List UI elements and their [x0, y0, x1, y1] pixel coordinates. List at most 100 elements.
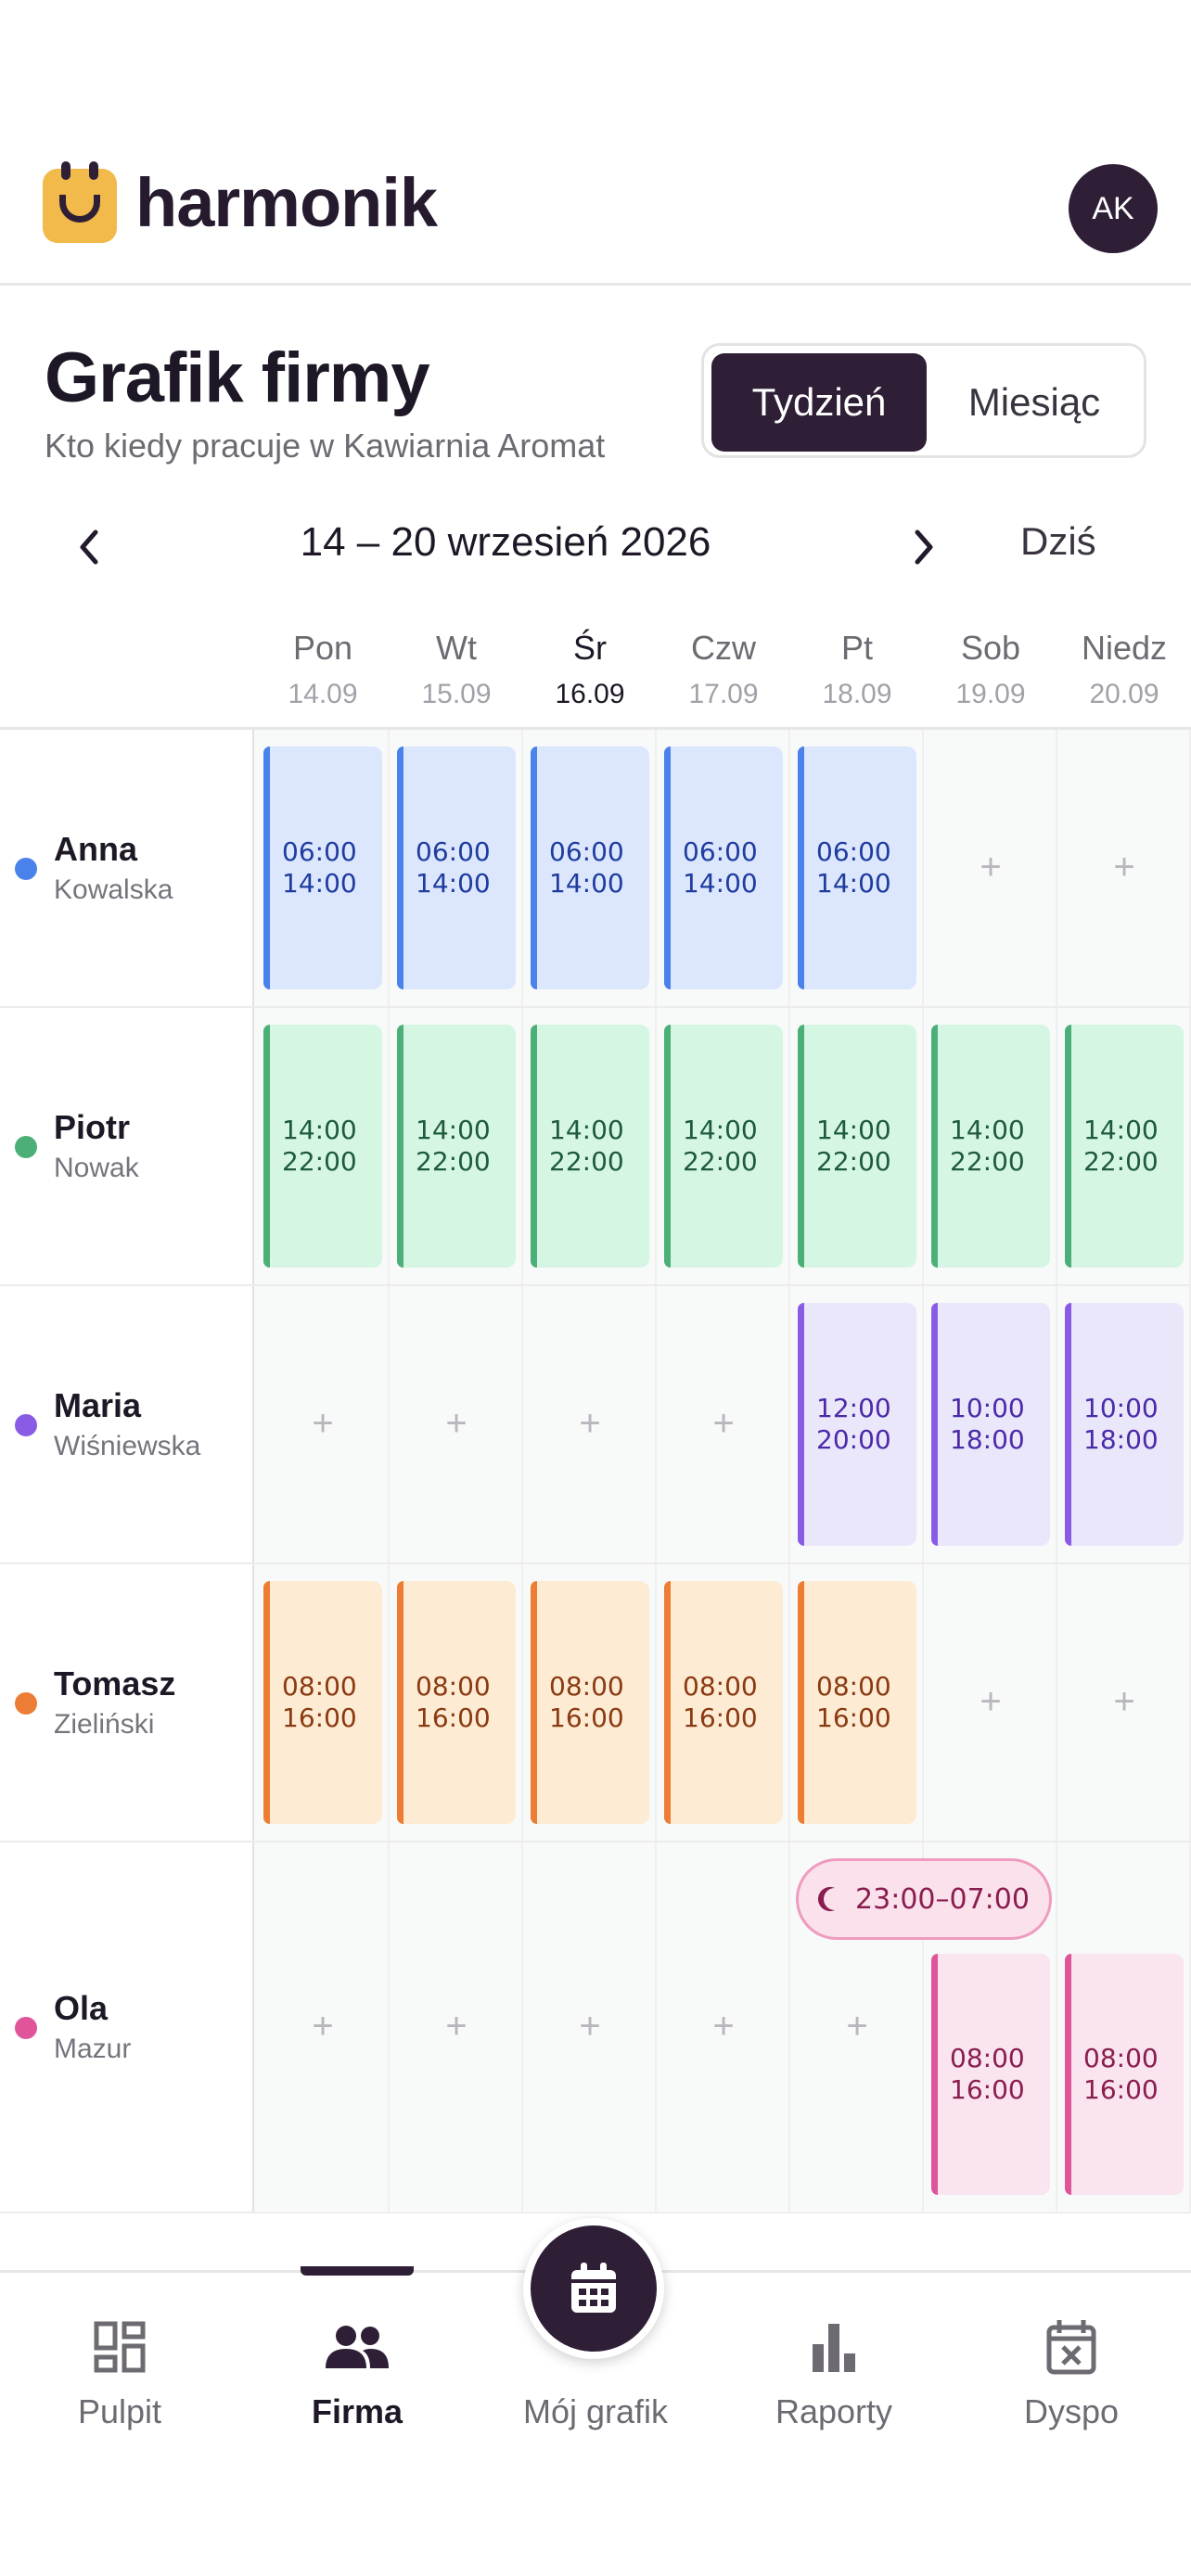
shift-block[interactable]: 06:00 14:00: [664, 746, 783, 989]
shift-block[interactable]: 14:00 22:00: [1065, 1025, 1184, 1268]
shift-end: 22:00: [950, 1146, 1025, 1177]
schedule-cell[interactable]: +: [657, 1843, 790, 2212]
shift-end: 16:00: [816, 1702, 891, 1733]
nav-raporty[interactable]: Raporty: [723, 2315, 945, 2431]
shift-block[interactable]: 14:00 22:00: [397, 1025, 516, 1268]
add-shift-button[interactable]: +: [712, 1403, 735, 1444]
today-button[interactable]: Dziś: [1020, 519, 1096, 563]
schedule-cell[interactable]: +: [256, 1286, 390, 1562]
schedule-cell[interactable]: 06:00 14:00: [256, 730, 390, 1006]
prev-week-button[interactable]: [61, 519, 117, 575]
shift-block[interactable]: 08:00 16:00: [1065, 1954, 1184, 2195]
schedule-cell[interactable]: 14:00 22:00: [256, 1008, 390, 1284]
employee-first-name: Ola: [54, 1989, 109, 2027]
schedule-cell[interactable]: 08:00 16:00: [657, 1564, 790, 1841]
schedule-cell[interactable]: +: [390, 1286, 523, 1562]
employee-row: Tomasz Zieliński 08:00 16:00 08:00 16:00 08:00…: [0, 1564, 1191, 1843]
employee-name-cell[interactable]: Ola Mazur: [0, 1843, 254, 2212]
shift-block[interactable]: 06:00 14:00: [263, 746, 382, 989]
schedule-cell[interactable]: 08:00 16:00: [256, 1564, 390, 1841]
shift-block[interactable]: 06:00 14:00: [397, 746, 516, 989]
shift-end: 14:00: [816, 868, 891, 899]
shift-block[interactable]: 10:00 18:00: [931, 1303, 1050, 1546]
schedule-cell[interactable]: +: [390, 1843, 523, 2212]
nav-firma[interactable]: Firma: [246, 2315, 468, 2431]
schedule-cell[interactable]: 08:00 16:00: [390, 1564, 523, 1841]
schedule-cell[interactable]: +: [1057, 730, 1191, 1006]
add-shift-button[interactable]: +: [1113, 847, 1135, 887]
schedule-cell[interactable]: +: [1057, 1564, 1191, 1841]
add-shift-button[interactable]: +: [579, 1403, 601, 1444]
schedule-cell[interactable]: 08:00 16:00: [1057, 1843, 1191, 2212]
shift-block[interactable]: 14:00 22:00: [931, 1025, 1050, 1268]
add-shift-button[interactable]: +: [980, 847, 1002, 887]
day-date: 20.09: [1089, 679, 1159, 709]
schedule-cell[interactable]: +: [523, 1843, 657, 2212]
add-shift-button[interactable]: +: [980, 1681, 1002, 1722]
schedule-cell[interactable]: 06:00 14:00: [523, 730, 657, 1006]
shift-block[interactable]: 10:00 18:00: [1065, 1303, 1184, 1546]
schedule-cell[interactable]: 10:00 18:00: [1057, 1286, 1191, 1562]
schedule-cell[interactable]: 08:00 16:00: [924, 1843, 1057, 2212]
avatar[interactable]: AK: [1069, 164, 1158, 253]
schedule-cell[interactable]: +: [523, 1286, 657, 1562]
add-shift-button[interactable]: +: [312, 2006, 334, 2047]
schedule-cell[interactable]: 06:00 14:00: [790, 730, 924, 1006]
schedule-cell[interactable]: 12:00 20:00: [790, 1286, 924, 1562]
schedule-cell[interactable]: 14:00 22:00: [390, 1008, 523, 1284]
bar-chart-icon: [813, 2324, 855, 2372]
schedule-cell[interactable]: 08:00 16:00: [523, 1564, 657, 1841]
schedule-cell[interactable]: +: [924, 730, 1057, 1006]
day-name: Wt: [436, 629, 477, 667]
shift-block[interactable]: 08:00 16:00: [798, 1581, 916, 1824]
shift-block[interactable]: 08:00 16:00: [397, 1581, 516, 1824]
schedule-cell[interactable]: 14:00 22:00: [924, 1008, 1057, 1284]
nav-dyspo[interactable]: Dyspo: [960, 2315, 1183, 2431]
schedule-cell[interactable]: 06:00 14:00: [657, 730, 790, 1006]
schedule-cell[interactable]: +: [790, 1843, 924, 2212]
shift-block[interactable]: 06:00 14:00: [798, 746, 916, 989]
shift-block[interactable]: 08:00 16:00: [263, 1581, 382, 1824]
employee-name-cell[interactable]: Piotr Nowak: [0, 1008, 254, 1284]
shift-block[interactable]: 14:00 22:00: [531, 1025, 649, 1268]
shift-block[interactable]: 08:00 16:00: [931, 1954, 1050, 2195]
employee-name-cell[interactable]: Anna Kowalska: [0, 730, 254, 1006]
add-shift-button[interactable]: +: [1113, 1681, 1135, 1722]
add-shift-button[interactable]: +: [846, 2006, 868, 2047]
add-shift-button[interactable]: +: [445, 1403, 467, 1444]
toggle-week-button[interactable]: Tydzień: [711, 353, 927, 452]
shift-start: 14:00: [549, 1115, 624, 1145]
employee-name-cell[interactable]: Tomasz Zieliński: [0, 1564, 254, 1841]
schedule-cell[interactable]: 08:00 16:00: [790, 1564, 924, 1841]
schedule-cell[interactable]: +: [924, 1564, 1057, 1841]
toggle-month-button[interactable]: Miesiąc: [967, 380, 1101, 424]
nav-pulpit[interactable]: Pulpit: [8, 2315, 231, 2431]
my-schedule-fab[interactable]: [523, 2218, 664, 2359]
shift-block[interactable]: 08:00 16:00: [531, 1581, 649, 1824]
nav-my-schedule[interactable]: Mój grafik: [484, 2315, 707, 2431]
employee-color-dot: [15, 1692, 37, 1715]
view-toggle: Tydzień Miesiąc: [701, 343, 1146, 458]
schedule-cell[interactable]: +: [657, 1286, 790, 1562]
schedule-cell[interactable]: 10:00 18:00: [924, 1286, 1057, 1562]
shift-block[interactable]: 12:00 20:00: [798, 1303, 916, 1546]
shift-end: 22:00: [1083, 1146, 1159, 1177]
schedule-cell[interactable]: 14:00 22:00: [790, 1008, 924, 1284]
add-shift-button[interactable]: +: [312, 1403, 334, 1444]
shift-block[interactable]: 14:00 22:00: [798, 1025, 916, 1268]
shift-block[interactable]: 14:00 22:00: [263, 1025, 382, 1268]
schedule-cell[interactable]: 14:00 22:00: [523, 1008, 657, 1284]
add-shift-button[interactable]: +: [712, 2006, 735, 2047]
schedule-cell[interactable]: +: [256, 1843, 390, 2212]
shift-block[interactable]: 08:00 16:00: [664, 1581, 783, 1824]
shift-block[interactable]: 06:00 14:00: [531, 746, 649, 989]
schedule-cell[interactable]: 06:00 14:00: [390, 730, 523, 1006]
shift-block[interactable]: 14:00 22:00: [664, 1025, 783, 1268]
next-week-button[interactable]: [896, 519, 952, 575]
schedule-cell[interactable]: 14:00 22:00: [1057, 1008, 1191, 1284]
night-shift-badge[interactable]: 23:00–07:00: [796, 1858, 1052, 1940]
add-shift-button[interactable]: +: [579, 2006, 601, 2047]
add-shift-button[interactable]: +: [445, 2006, 467, 2047]
employee-name-cell[interactable]: Maria Wiśniewska: [0, 1286, 254, 1562]
schedule-cell[interactable]: 14:00 22:00: [657, 1008, 790, 1284]
